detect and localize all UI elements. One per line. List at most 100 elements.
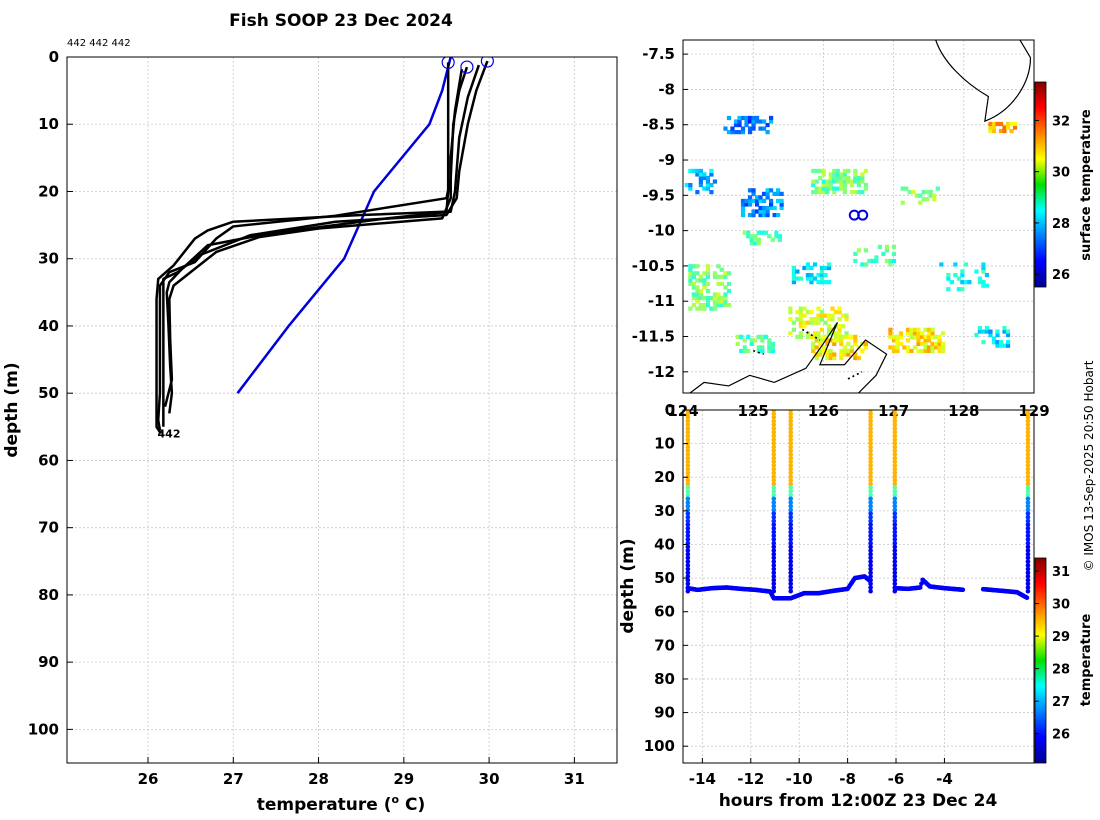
cast-point <box>892 570 898 576</box>
cast-point <box>892 574 898 579</box>
cast-point <box>1025 526 1031 531</box>
cast-point <box>771 455 777 461</box>
cast-point <box>1025 466 1031 472</box>
sst-pixel <box>1002 343 1007 348</box>
sst-pixel <box>760 230 765 235</box>
timeseries-y-tick-label: 0 <box>665 401 675 419</box>
sst-pixel <box>691 271 696 276</box>
map-x-tick-label: 128 <box>948 402 979 420</box>
sst-pixel <box>753 338 758 343</box>
sst-pixel <box>981 280 986 285</box>
sst-pixel <box>842 182 847 188</box>
cast-point <box>1025 489 1031 494</box>
sst-pixel <box>926 327 932 332</box>
sst-pixel <box>863 345 868 350</box>
sst-pixel <box>812 320 818 325</box>
cast-point <box>788 544 794 550</box>
profile-x-axis-label: temperature (o C) <box>257 793 426 815</box>
sst-pixel <box>926 348 932 354</box>
cast-point <box>788 492 794 498</box>
cast-point <box>868 448 873 453</box>
cast-point <box>868 496 873 502</box>
sst-pixel <box>1005 332 1011 338</box>
sst-pixel <box>916 331 921 336</box>
cast-point <box>771 474 777 479</box>
sst-pixel <box>860 262 865 267</box>
sst-pixel <box>932 193 937 198</box>
sst-pixel <box>963 262 968 267</box>
cast-point <box>788 470 794 476</box>
sst-pixel <box>747 126 753 131</box>
cast-point <box>892 507 898 513</box>
sst-pixel <box>904 186 909 191</box>
sst-pixel <box>826 262 832 267</box>
cast-point <box>868 455 873 461</box>
timeseries-x-tick-label: -6 <box>888 770 905 788</box>
sst-pixel <box>698 172 703 177</box>
cast-point <box>788 455 794 461</box>
sst-pixel <box>761 119 767 124</box>
sst-pixel <box>839 172 844 177</box>
sst-pixel <box>698 292 703 297</box>
sst-pixel <box>937 345 942 350</box>
coastline <box>935 40 1032 123</box>
sst-pixel <box>863 182 868 188</box>
cast-point <box>788 511 794 516</box>
sst-pixel <box>805 265 811 271</box>
profile-y-tick-label: 40 <box>38 317 59 335</box>
cast-point <box>1025 533 1031 539</box>
cast-point <box>1025 411 1031 416</box>
cast-point <box>1025 522 1031 527</box>
sst-pixel <box>779 191 784 196</box>
sst-pixel <box>740 209 746 214</box>
sst-pixel <box>1005 125 1011 130</box>
sst-pixel <box>863 186 868 191</box>
sst-pixel <box>988 329 993 334</box>
cast-point <box>868 489 873 494</box>
sst-pixel <box>974 332 979 338</box>
cast-point <box>788 570 794 576</box>
sst-pixel <box>756 345 761 350</box>
sst-pixel <box>744 198 749 204</box>
sst-pixel <box>798 320 804 325</box>
sst-pixel <box>688 278 693 283</box>
cast-point <box>788 585 794 590</box>
cast-point <box>892 551 898 557</box>
sst-pixel <box>1005 121 1011 127</box>
sst-pixel <box>726 271 732 276</box>
sst-pixel <box>798 310 804 315</box>
cast-point <box>685 455 691 461</box>
cast-point <box>868 522 873 527</box>
sst-pixel <box>756 241 761 246</box>
sst-pixel <box>691 264 696 269</box>
sst-pixel <box>772 205 777 211</box>
sst-pixel <box>772 212 777 218</box>
cast-point <box>685 459 691 465</box>
sst-pixel <box>746 334 751 339</box>
map-colorbar-tick-label: 30 <box>1052 166 1070 181</box>
sst-pixel <box>716 302 721 308</box>
cast-point <box>771 415 777 420</box>
timeseries-x-axis-label: hours from 12:00Z 23 Dec 24 <box>719 791 998 811</box>
bottom-point <box>867 578 872 583</box>
sst-pixel <box>788 317 793 322</box>
cast-point <box>868 548 873 553</box>
sst-pixel <box>812 262 818 267</box>
cast-point <box>685 555 691 561</box>
sst-pixel <box>723 271 728 276</box>
sst-pixel <box>761 205 767 211</box>
cast-point <box>892 444 898 450</box>
sst-pixel <box>695 172 700 177</box>
map-y-tick-label: -9 <box>658 151 675 169</box>
sst-pixel <box>709 306 714 311</box>
sst-pixel <box>747 119 753 124</box>
sst-pixel <box>788 331 793 336</box>
sst-pixel <box>740 205 746 211</box>
cast-point <box>788 529 794 535</box>
cast-point <box>1025 492 1031 498</box>
sst-pixel <box>846 352 851 357</box>
sst-pixel <box>814 334 819 339</box>
sst-pixel <box>809 317 814 322</box>
sst-pixel <box>723 295 728 301</box>
sst-pixel <box>981 340 986 345</box>
